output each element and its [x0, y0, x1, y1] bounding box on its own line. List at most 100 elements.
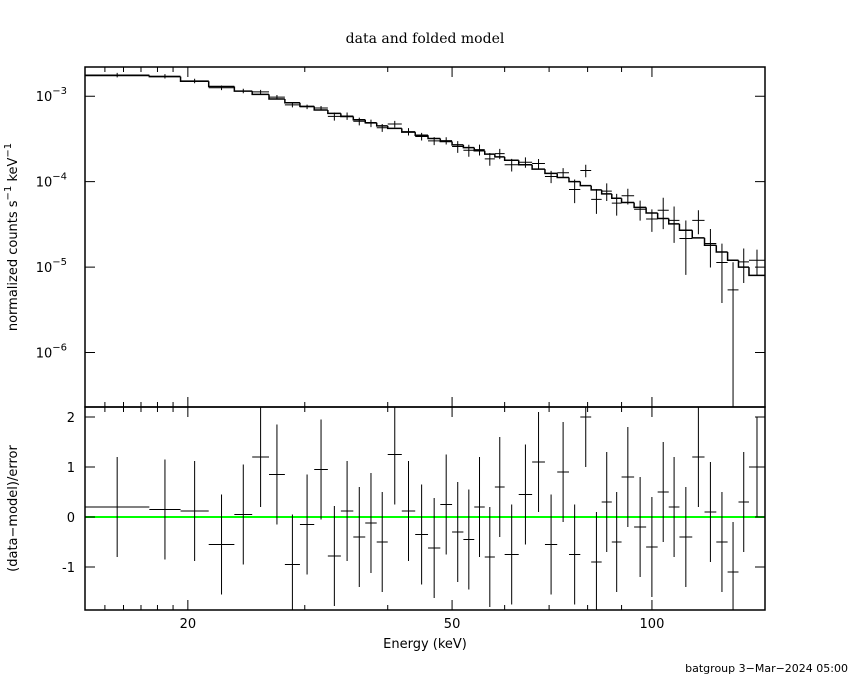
y-tick-label: 2 — [67, 411, 75, 426]
data-point — [692, 407, 705, 507]
data-point — [738, 452, 749, 552]
data-point — [580, 164, 592, 178]
data-point — [376, 492, 388, 592]
data-point — [463, 144, 475, 157]
y-tick-label: 10−4 — [36, 172, 67, 191]
data-point — [484, 507, 495, 607]
y-axis-label: normalized counts s−1 keV−1 — [3, 143, 21, 331]
x-tick-label: 50 — [444, 617, 461, 632]
y-tick-exponent: −5 — [52, 257, 67, 268]
data-point — [716, 492, 728, 592]
data-point — [365, 473, 377, 573]
data-point — [353, 487, 366, 587]
y-tick-label: 10−6 — [36, 342, 67, 361]
y-tick-exponent: −6 — [52, 342, 67, 353]
data-point — [634, 200, 647, 221]
data-point — [544, 494, 558, 595]
model-step — [427, 135, 441, 140]
data-point — [494, 148, 505, 160]
model-step — [715, 245, 728, 253]
y-label-text: (data−model)/error — [6, 445, 21, 572]
model-step — [462, 144, 475, 149]
y-label-sup: −1 — [3, 186, 14, 201]
data-point — [269, 424, 285, 525]
data-point — [452, 482, 464, 582]
data-point — [463, 489, 475, 590]
data-point — [557, 422, 569, 522]
data-point — [621, 188, 635, 205]
data-point — [692, 210, 705, 235]
y-tick-exponent: −4 — [52, 172, 67, 183]
data-point — [532, 159, 545, 169]
model-step — [544, 169, 558, 175]
model-step — [645, 207, 658, 214]
data-point — [484, 153, 495, 166]
y-tick-label: 10−3 — [36, 86, 67, 105]
data-point — [727, 262, 739, 407]
model-step — [748, 267, 765, 277]
data-point — [634, 477, 647, 577]
model-step — [484, 150, 495, 155]
y-tick-base: 10 — [36, 346, 53, 361]
y-tick-exponent: −3 — [52, 86, 67, 97]
data-point — [387, 120, 402, 128]
data-point — [621, 427, 635, 527]
data-point — [365, 119, 377, 128]
model-step — [590, 185, 602, 191]
frame — [84, 406, 766, 611]
data-point — [452, 141, 464, 153]
data-point — [401, 461, 416, 561]
y-tick-label: 1 — [67, 461, 75, 476]
data-point — [727, 522, 739, 610]
frame — [84, 66, 766, 408]
model-step — [375, 122, 388, 127]
y-label-sup: −1 — [3, 143, 14, 158]
data-point — [657, 197, 669, 230]
data-point — [504, 504, 519, 605]
model-step — [656, 212, 669, 220]
model-step — [251, 91, 269, 96]
model-step — [726, 252, 739, 262]
data-point — [657, 442, 669, 542]
data-point — [314, 105, 328, 111]
data-point — [440, 137, 453, 145]
data-point — [85, 72, 150, 78]
data-point — [415, 484, 429, 585]
model-step — [268, 94, 285, 100]
data-point — [504, 158, 519, 172]
model-step — [352, 116, 366, 121]
model-step — [620, 198, 635, 204]
model-step — [207, 81, 235, 88]
data-point — [376, 124, 388, 132]
model-step — [633, 202, 647, 209]
model-step — [703, 237, 717, 247]
y-tick-base: 10 — [36, 261, 53, 276]
data-point — [269, 95, 285, 100]
data-point — [601, 183, 612, 201]
data-point — [646, 497, 658, 597]
data-point — [611, 193, 622, 216]
data-point — [494, 437, 505, 537]
model-step — [678, 223, 693, 231]
y-label-text: normalized counts s — [6, 200, 21, 331]
data-point — [387, 407, 402, 505]
model-step — [284, 98, 300, 104]
data-point — [180, 78, 209, 84]
y-tick-label: 0 — [67, 511, 75, 526]
data-point — [353, 117, 366, 126]
y-axis-label: (data−model)/error — [6, 445, 21, 572]
model-step — [691, 230, 705, 239]
data-point — [327, 112, 341, 121]
model-step — [531, 164, 545, 170]
data-point — [340, 461, 354, 561]
data-point — [704, 229, 717, 268]
data-point — [284, 514, 300, 610]
model-step — [494, 154, 505, 158]
y-tick-label: -1 — [62, 561, 75, 576]
data-point — [704, 462, 717, 562]
data-point — [428, 498, 441, 598]
data-point — [518, 157, 533, 168]
data-point — [415, 132, 429, 141]
data-point — [149, 74, 181, 79]
